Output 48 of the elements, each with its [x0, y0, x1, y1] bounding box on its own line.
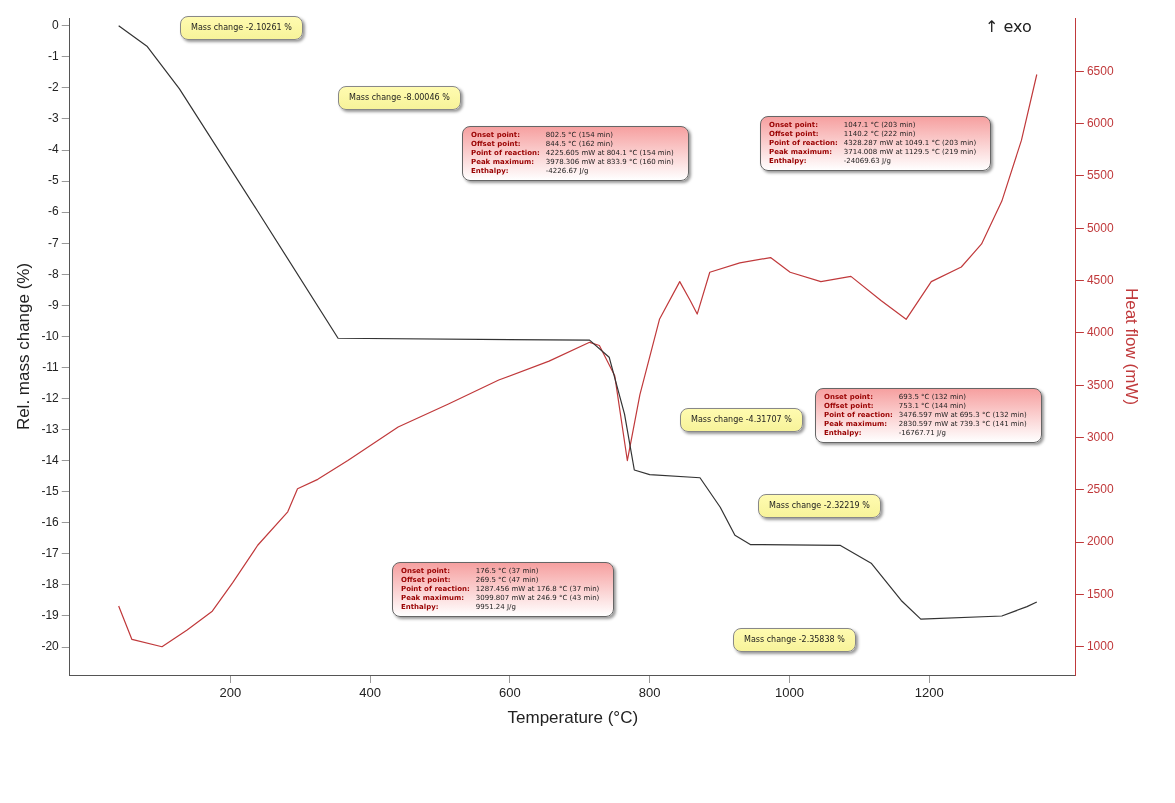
x-tick-label: 1200 — [914, 685, 944, 701]
y-tick-label: -1 — [48, 49, 60, 64]
y2-axis-title: Heat flow (mW) — [1122, 287, 1142, 406]
y2-tick-label: 2500 — [1086, 482, 1114, 497]
y2-tick-label: 5000 — [1086, 220, 1114, 235]
y-tick-label: -12 — [41, 390, 60, 405]
y-tick-label: -11 — [42, 359, 60, 374]
y-tick-label: -16 — [41, 515, 60, 530]
callout-box: Mass change -8.00046 % — [338, 86, 461, 110]
y-tick-label: -2 — [48, 80, 60, 95]
x-axis-title: Temperature (°C) — [507, 708, 639, 728]
y-tick-label: -18 — [41, 577, 60, 592]
x-tick-label: 1000 — [774, 685, 804, 701]
y2-tick-label: 1000 — [1086, 639, 1114, 654]
y2-tick-label: 2000 — [1086, 534, 1114, 549]
y-tick-label: -14 — [41, 452, 60, 467]
x-tick-label: 800 — [638, 685, 661, 701]
y-tick-label: -19 — [41, 608, 60, 623]
y-tick-label: -3 — [48, 111, 60, 126]
x-tick-label: 400 — [359, 685, 382, 701]
y-tick-label: -4 — [48, 142, 60, 157]
callout-box: Mass change -2.35838 % — [733, 628, 856, 652]
annotation: ↑ exo — [985, 17, 1032, 36]
y2-tick-label: 3000 — [1086, 429, 1114, 444]
y2-tick-label: 6000 — [1086, 115, 1114, 130]
y-tick-label: -9 — [48, 297, 60, 312]
x-tick-label: 200 — [219, 685, 242, 701]
y-tick-label: -15 — [41, 484, 60, 499]
y-tick-label: 0 — [52, 18, 60, 33]
y-axis-title: Rel. mass change (%) — [13, 262, 33, 431]
callout-box: Mass change -2.10261 % — [180, 16, 303, 40]
y-tick-label: -5 — [48, 173, 60, 188]
y-tick-label: -10 — [41, 328, 60, 343]
y-tick-label: -7 — [48, 235, 60, 250]
y2-tick-label: 1500 — [1086, 586, 1114, 601]
callout-box: Mass change -4.31707 % — [680, 408, 803, 432]
y-tick-label: -8 — [48, 266, 60, 281]
y-tick-label: -20 — [41, 639, 60, 654]
y2-tick-label: 5500 — [1086, 168, 1114, 183]
y-tick-label: -6 — [48, 204, 60, 219]
x-tick-label: 600 — [499, 685, 521, 701]
y2-tick-label: 4500 — [1086, 272, 1114, 287]
y-tick-label: -17 — [41, 546, 60, 561]
y2-tick-label: 4000 — [1086, 325, 1114, 340]
y2-tick-label: 3500 — [1086, 377, 1114, 392]
y2-tick-label: 6500 — [1086, 63, 1114, 78]
callout-box: Mass change -2.32219 % — [758, 494, 881, 518]
y-tick-label: -13 — [41, 421, 60, 436]
